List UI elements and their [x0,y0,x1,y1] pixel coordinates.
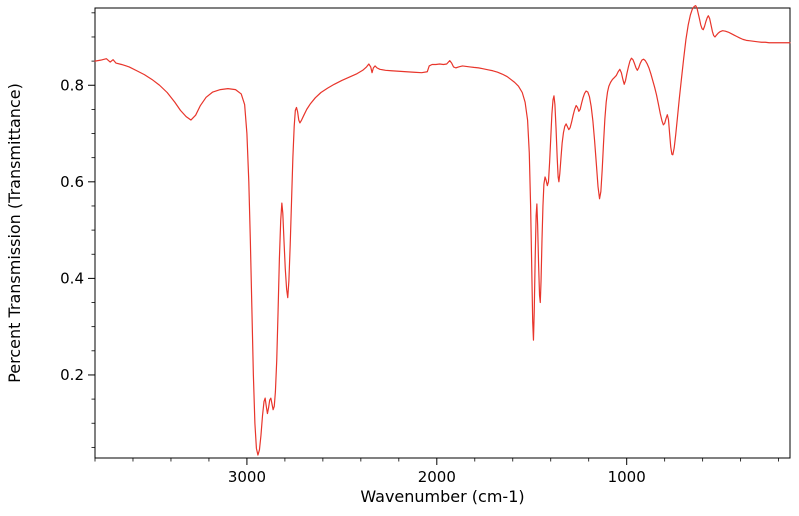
x-axis-label: Wavenumber (cm-1) [360,487,524,506]
y-tick-label: 0.8 [60,76,84,94]
axis-ticks [88,12,780,465]
y-tick-label: 0.4 [60,269,84,287]
x-tick-label: 1000 [608,468,646,486]
y-tick-label: 0.2 [60,366,84,384]
spectrum-line [94,4,791,456]
x-tick-label: 3000 [228,468,266,486]
y-tick-label: 0.6 [60,173,84,191]
plot-area-border [94,7,791,459]
x-tick-label: 2000 [418,468,456,486]
axis-tick-labels: 3000 2000 1000 0.2 0.4 0.6 0.8 [60,76,646,486]
y-axis-label: Percent Transmission (Transmittance) [5,83,24,383]
